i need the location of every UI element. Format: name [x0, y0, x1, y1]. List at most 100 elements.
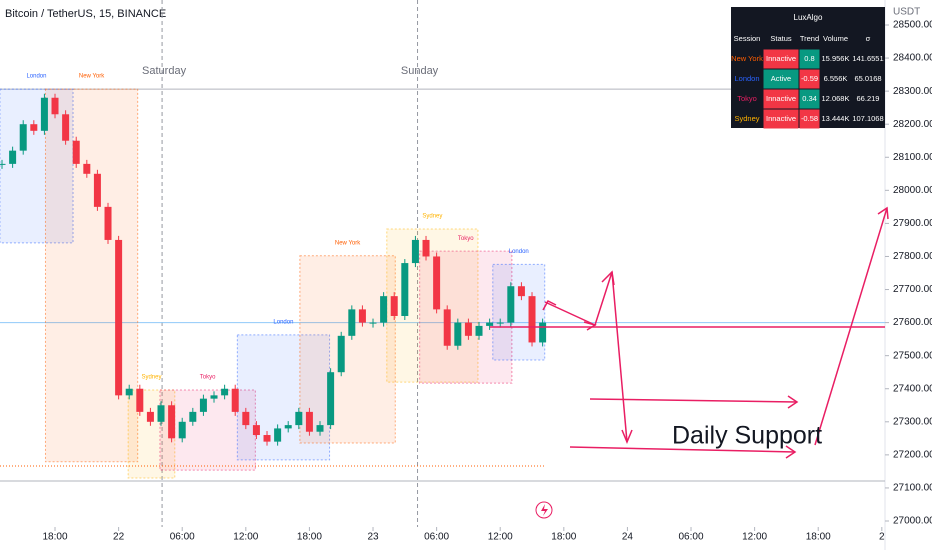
candle — [305, 411, 313, 432]
session-label: London — [26, 74, 46, 80]
table-cell: New York — [731, 54, 763, 63]
currency-label: USDT — [893, 7, 920, 18]
candle — [358, 309, 366, 323]
candle — [231, 388, 239, 412]
x-tick-label: 2 — [879, 532, 885, 543]
y-tick-label: 27400.00 — [893, 383, 932, 394]
candle — [199, 398, 207, 412]
candle — [210, 395, 218, 399]
table-cell: 12.068K — [822, 94, 850, 103]
table-cell: 15.956K — [822, 54, 850, 63]
x-tick-label: 06:00 — [679, 532, 704, 543]
table-cell: Sydney — [734, 114, 759, 123]
session-label: Tokyo — [200, 375, 216, 381]
arrow-head — [542, 300, 557, 311]
table-cell: 65.0168 — [854, 74, 881, 83]
arrow-head — [621, 429, 633, 444]
arrow-head — [787, 395, 799, 409]
session-box — [299, 255, 396, 444]
session-label: Sydney — [422, 214, 442, 220]
x-tick-label: 18:00 — [42, 532, 67, 543]
candle — [496, 322, 504, 324]
x-tick-label: 18:00 — [297, 532, 322, 543]
session-label: Tokyo — [458, 236, 474, 242]
table-cell: 66.219 — [857, 94, 880, 103]
x-tick-label: 12:00 — [233, 532, 258, 543]
table-cell-bg — [763, 69, 799, 89]
candle — [62, 114, 70, 141]
candle — [252, 425, 260, 436]
session-box — [127, 389, 176, 479]
y-tick-label: 27700.00 — [893, 284, 932, 295]
candle — [454, 322, 462, 346]
table-cell: 0.8 — [804, 54, 814, 63]
candle — [528, 296, 536, 343]
candle — [274, 428, 282, 442]
candle — [316, 425, 324, 432]
zigzag-path — [544, 271, 628, 443]
table-cell-bg — [763, 49, 799, 69]
session-box — [236, 334, 331, 461]
candle — [189, 411, 197, 422]
y-tick-label: 27600.00 — [893, 317, 932, 328]
y-tick-label: 27800.00 — [893, 251, 932, 262]
y-tick-label: 27300.00 — [893, 416, 932, 427]
y-tick-label: 28200.00 — [893, 119, 932, 130]
candle — [104, 206, 112, 240]
y-tick-label: 28400.00 — [893, 53, 932, 64]
table-cell: London — [734, 74, 759, 83]
x-tick-label: 23 — [367, 532, 379, 543]
day-label: Saturday — [142, 65, 187, 77]
x-tick-label: 18:00 — [551, 532, 576, 543]
candle — [146, 411, 154, 422]
table-cell-bg — [763, 109, 799, 129]
chart-title: Bitcoin / TetherUS, 15, BINANCE — [5, 8, 166, 20]
y-tick-label: 28000.00 — [893, 185, 932, 196]
candle — [136, 388, 144, 412]
candle — [401, 263, 409, 316]
candle — [486, 322, 494, 326]
table-cell: 13.444K — [822, 114, 850, 123]
candle — [433, 256, 441, 310]
table-cell: 107.1068 — [852, 114, 883, 123]
candle — [295, 411, 303, 426]
table-header: Status — [770, 34, 792, 43]
table-header: Trend — [800, 34, 819, 43]
table-cell: Innactive — [766, 94, 796, 103]
stats-table: LuxAlgo Session Status Trend Volume σ New York… — [731, 7, 885, 129]
table-title: LuxAlgo — [794, 13, 823, 22]
candle — [0, 163, 6, 165]
candles — [0, 93, 547, 446]
candle — [83, 163, 91, 174]
candle — [157, 405, 165, 422]
y-tick-label: 27000.00 — [893, 516, 932, 527]
candle — [539, 322, 547, 343]
candle — [475, 325, 483, 336]
arrow-line — [569, 446, 796, 453]
candle — [178, 421, 186, 439]
table-cell-bg — [799, 49, 820, 69]
candle — [411, 239, 419, 264]
candle — [221, 388, 229, 396]
candle — [464, 322, 472, 336]
arrow-head — [785, 445, 797, 459]
candle — [115, 239, 123, 396]
arrow-head — [877, 206, 889, 220]
candle — [19, 124, 27, 151]
table-cell-bg — [799, 69, 820, 89]
arrow-line — [589, 398, 798, 403]
table-cell: 0.34 — [802, 94, 817, 103]
table-cell: Innactive — [766, 114, 796, 123]
x-tick-label: 22 — [113, 532, 125, 543]
candle — [263, 435, 271, 442]
candle — [72, 140, 80, 164]
y-tick-label: 27200.00 — [893, 450, 932, 461]
candle — [369, 322, 377, 324]
x-tick-label: 24 — [622, 532, 634, 543]
table-cell: -0.58 — [801, 114, 818, 123]
table-cell-bg — [799, 89, 820, 109]
candle — [507, 286, 515, 323]
candle — [30, 124, 38, 131]
